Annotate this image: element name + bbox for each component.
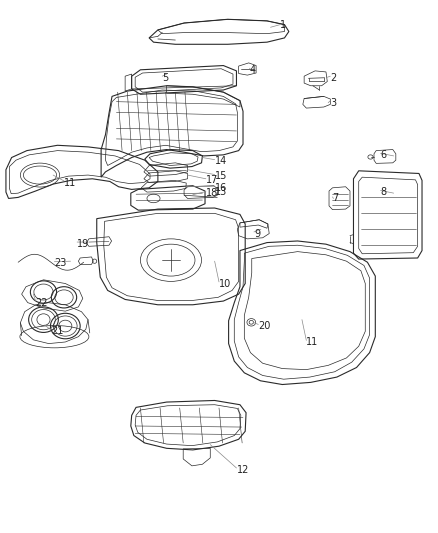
Text: 17: 17 (206, 175, 218, 185)
Text: 2: 2 (330, 73, 336, 83)
Text: 4: 4 (250, 65, 256, 75)
Text: 13: 13 (215, 187, 227, 197)
Text: 21: 21 (51, 326, 63, 336)
Text: 9: 9 (254, 229, 260, 239)
Text: 3: 3 (330, 98, 336, 108)
Text: 6: 6 (381, 150, 387, 160)
Text: 22: 22 (35, 297, 48, 308)
Text: 20: 20 (258, 321, 271, 331)
Text: 11: 11 (64, 177, 76, 188)
Text: 5: 5 (162, 73, 169, 83)
Text: 7: 7 (332, 193, 339, 204)
Text: 14: 14 (215, 156, 227, 166)
Text: 8: 8 (381, 187, 387, 197)
Text: 16: 16 (215, 183, 227, 193)
Text: 1: 1 (280, 20, 286, 30)
Text: 12: 12 (237, 465, 249, 474)
Text: 18: 18 (206, 188, 218, 198)
Text: 15: 15 (215, 171, 227, 181)
Text: 23: 23 (54, 259, 67, 268)
Text: 19: 19 (77, 239, 89, 248)
Text: 11: 11 (306, 337, 318, 347)
Text: 10: 10 (219, 279, 231, 288)
